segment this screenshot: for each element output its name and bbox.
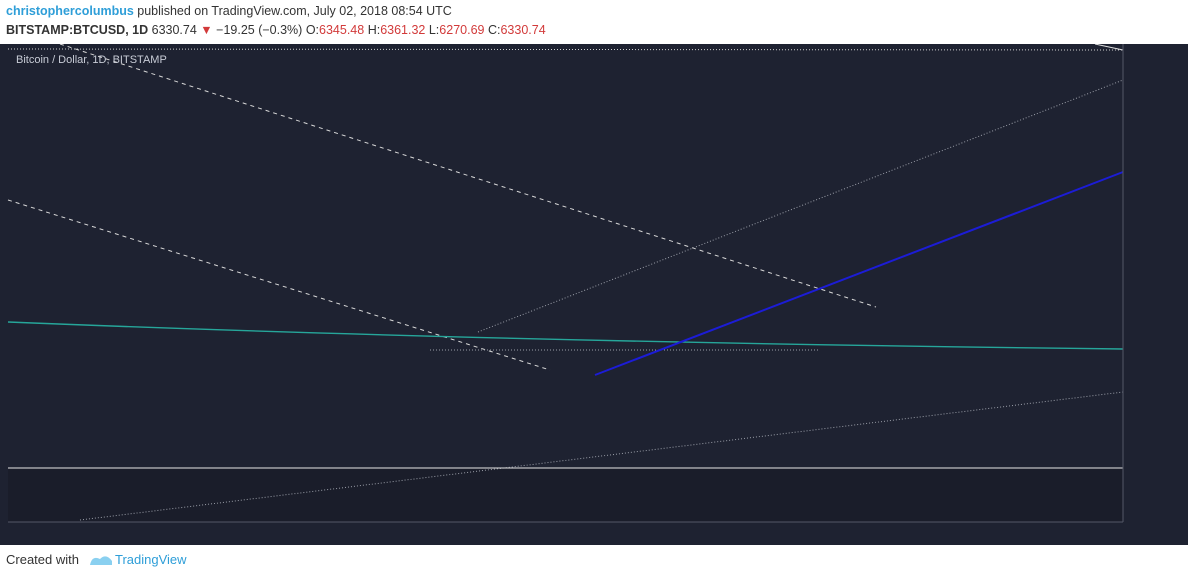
ohlc-value: 6345.48 (319, 23, 365, 37)
trend-line (79, 391, 1124, 521)
channel-line (59, 44, 877, 308)
chart: Bitcoin / Dollar, 1D, BITSTAMP (0, 44, 1188, 545)
ohlc-key: C: (487, 23, 501, 37)
ohlc-key: H: (367, 23, 381, 37)
change: −19.25 (−0.3%) (216, 23, 303, 37)
author[interactable]: christophercolumbus (6, 4, 134, 18)
created: Created with (6, 552, 79, 567)
moving-average (7, 321, 1124, 350)
ohlc-value: 6270.69 (439, 23, 485, 37)
symbol: BITSTAMP:BTCUSD, 1D (6, 23, 149, 37)
channel-line (7, 199, 551, 371)
blue-trend-line (594, 171, 1124, 376)
header: christophercolumbus published on Trading… (6, 2, 546, 40)
drawings (7, 44, 1124, 521)
brand[interactable]: TradingView (114, 552, 187, 567)
top-line (1094, 44, 1124, 51)
ohlc-key: O: (305, 23, 320, 37)
logo (90, 556, 112, 565)
published: published on TradingView.com, July 02, 2… (137, 4, 452, 18)
lower-band (8, 468, 1123, 522)
legend: Bitcoin / Dollar, 1D, BITSTAMP (16, 54, 167, 66)
price-axis (1123, 44, 1188, 545)
arrow: ▼ (200, 23, 213, 37)
ohlc-value: 6361.32 (380, 23, 426, 37)
logo-shape (90, 556, 112, 565)
ohlc-key: L: (428, 23, 440, 37)
ohlc: O:6345.48 H:6361.32 L:6270.69 C:6330.74 (306, 23, 546, 37)
price: 6330.74 (151, 23, 197, 37)
chart-bg (0, 44, 1188, 545)
footer: Created with TradingView (6, 552, 187, 567)
ohlc-value: 6330.74 (500, 23, 546, 37)
